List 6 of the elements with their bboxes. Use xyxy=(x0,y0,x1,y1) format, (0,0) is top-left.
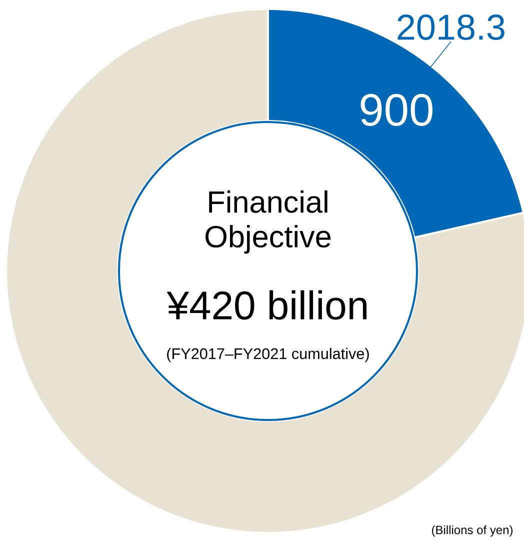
text: ¥420 billion xyxy=(166,290,366,320)
text: Financial Objective xyxy=(206,190,331,254)
data-label: 900 xyxy=(360,94,432,126)
text: (Billions of yen) xyxy=(432,525,513,537)
slice-label: 2018.3 xyxy=(398,14,504,40)
text: (FY2017–FY2021 cumulative) xyxy=(167,348,369,362)
